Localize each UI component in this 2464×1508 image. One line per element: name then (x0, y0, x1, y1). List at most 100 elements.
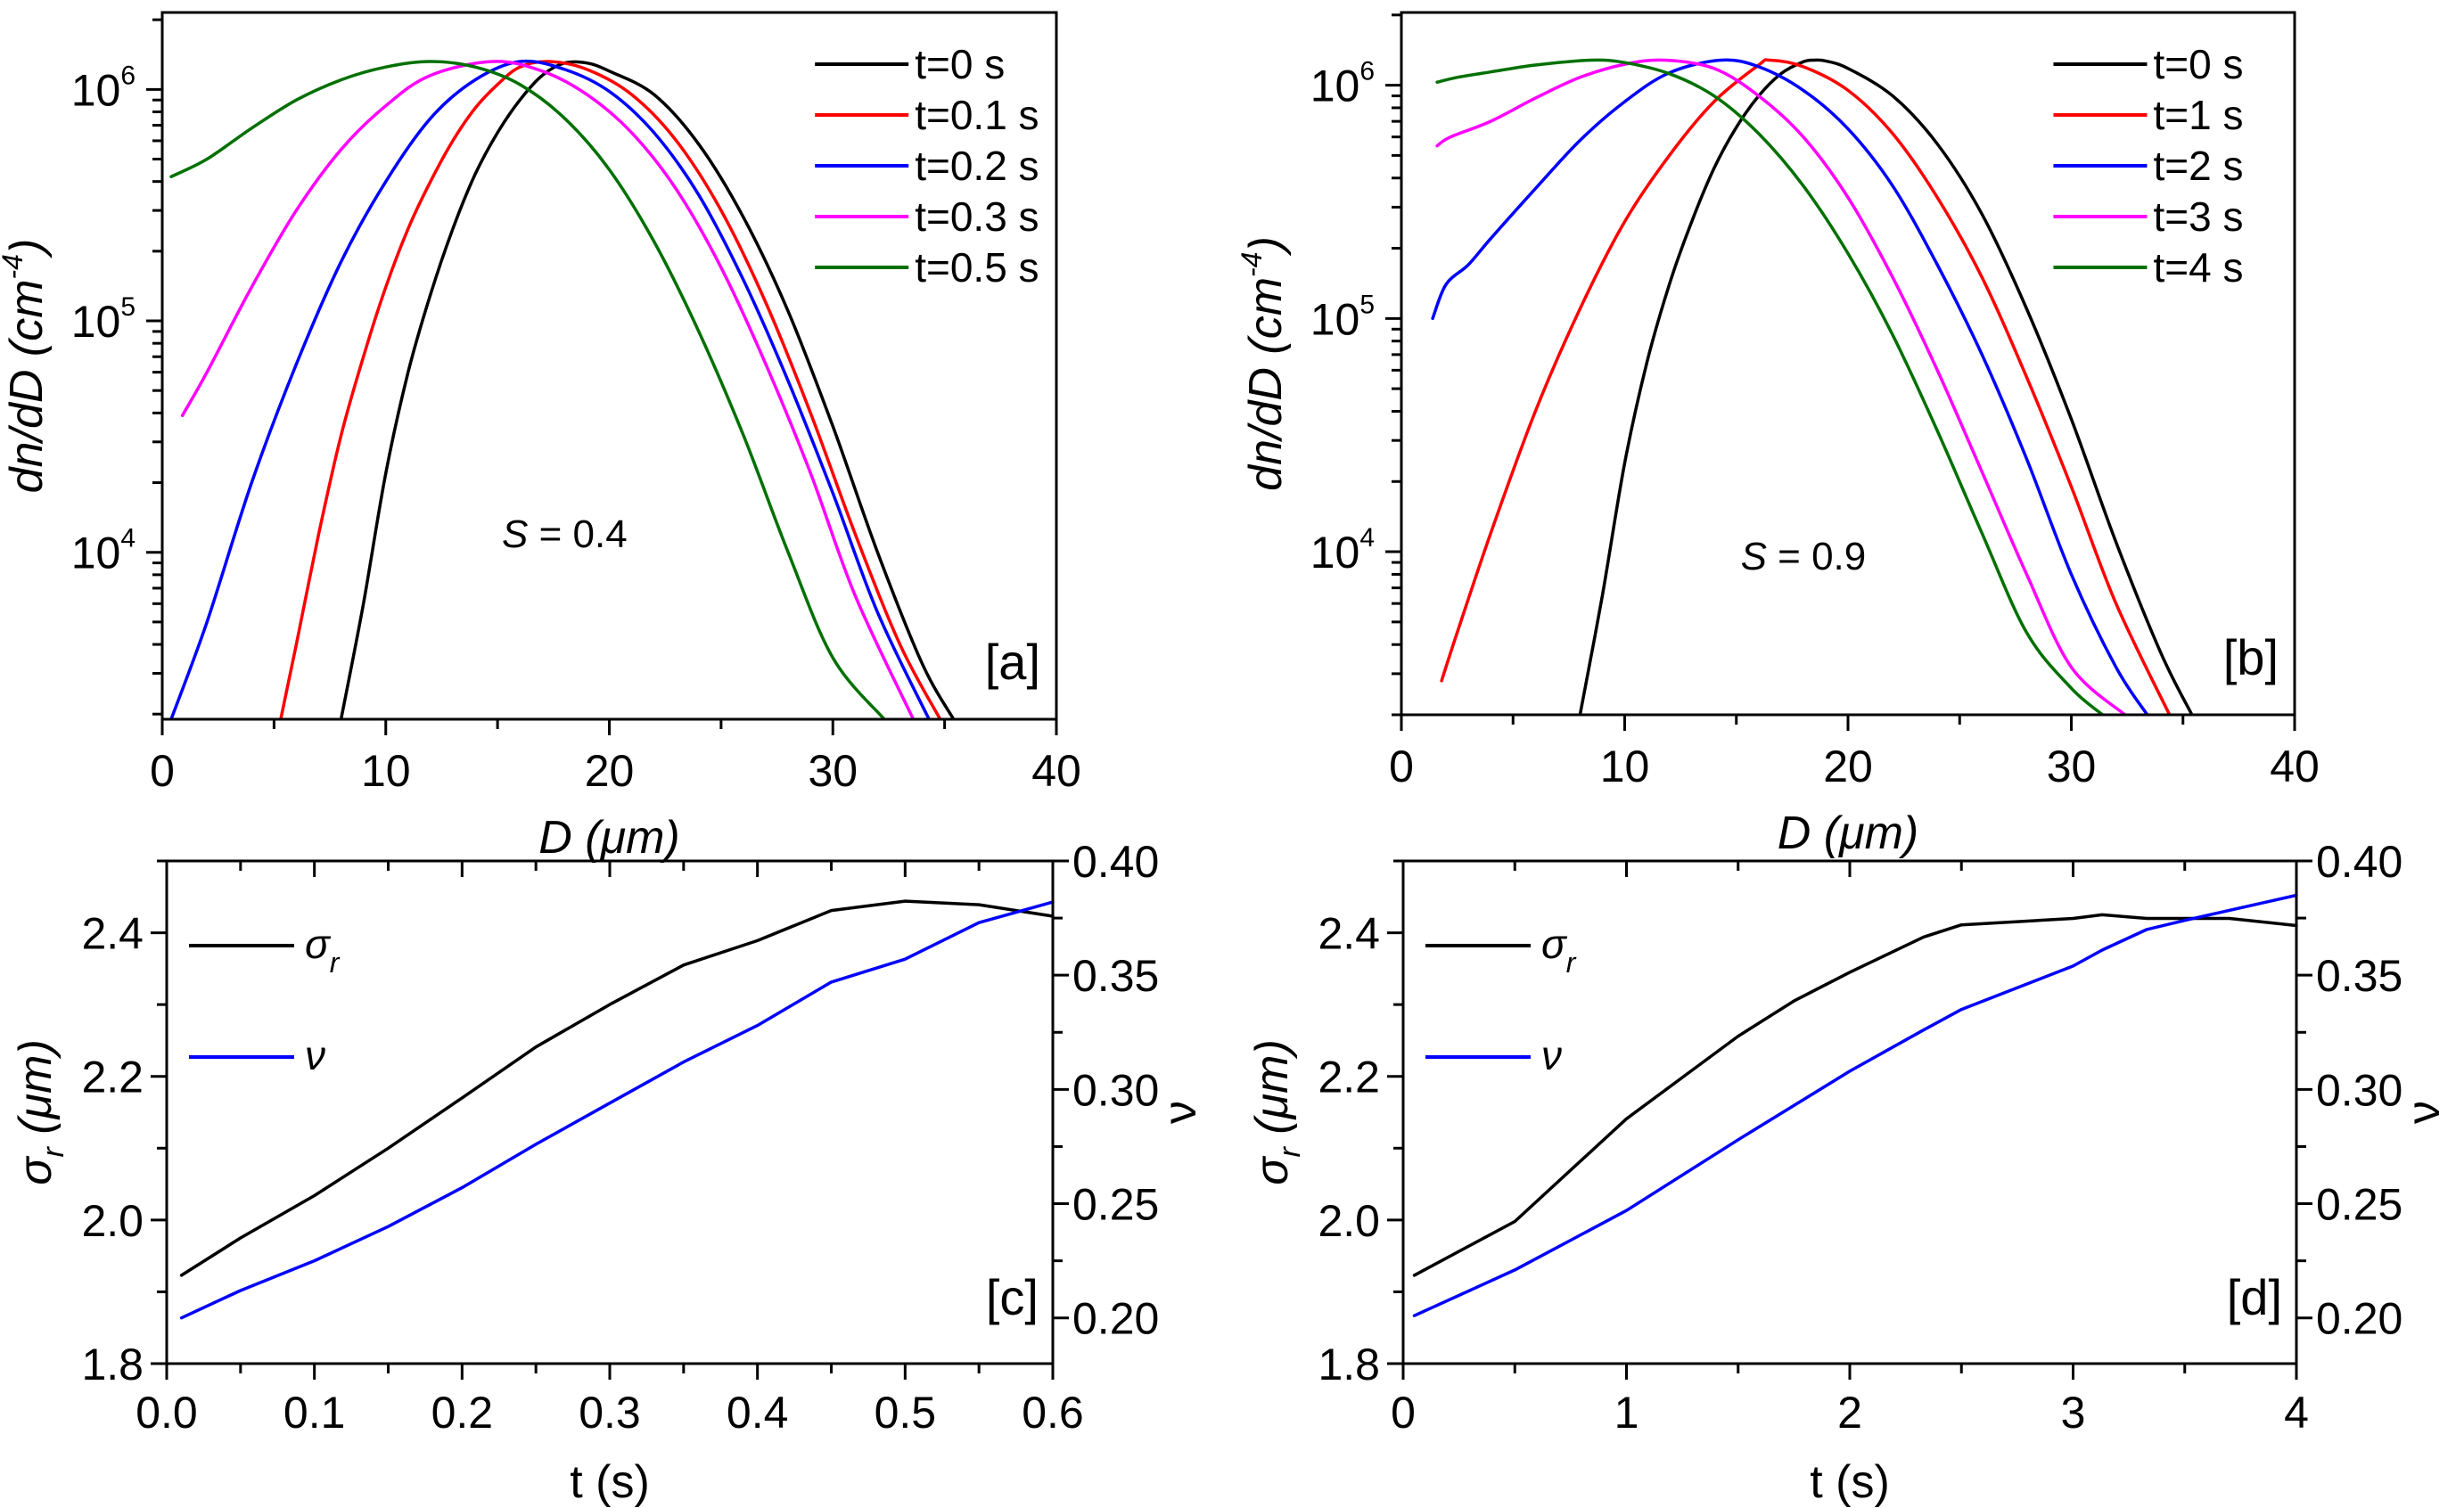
y-left-axis-title: σr (μm) (1246, 1039, 1307, 1185)
series-line-nu (1412, 893, 2298, 1317)
y-axis-text: dn/dD (cm (1, 279, 53, 493)
annotation-s-value: S = 0.9 (1741, 535, 1867, 578)
annotation-symbol: S (1741, 535, 1767, 578)
legend-label: t=0.3 s (915, 193, 1039, 240)
annotation-text: = 0.9 (1767, 535, 1866, 578)
series-line-t-0-5-s (169, 60, 886, 719)
y-tick-base: 10 (71, 65, 121, 115)
series-line-sigma-r (1412, 913, 2298, 1277)
y-tick-exponent: 6 (1359, 57, 1375, 86)
y-tick-label: 104 (71, 524, 136, 578)
y-left-axis-subscript: r (1273, 1145, 1307, 1157)
legend: t=0 s t=1 s t=2 st=3 st=4 s (2053, 41, 2243, 291)
y-right-tick-label: 0.40 (2316, 837, 2402, 887)
legend-label: t=4 s (2153, 244, 2243, 291)
x-axis-title: t (s) (570, 1456, 650, 1508)
x-axis-unit: (μm) (1811, 807, 1918, 859)
y-left-tick-label: 1.8 (1318, 1340, 1380, 1389)
y-right-tick-label: 0.25 (2316, 1180, 2402, 1230)
x-axis-title: D (μm) (538, 812, 679, 864)
panel-d: 0 1 2 3 4 1.8 2.0 2.2 2.4 0.20 0.25 0.30 0.35 0.40 t (… (1246, 837, 2450, 1508)
y-left-tick-label: 2.4 (81, 909, 144, 959)
y-tick-label: 106 (71, 61, 136, 115)
y-left-axis-title: σr (μm) (10, 1039, 70, 1185)
y-left-tick-label: 2.0 (81, 1196, 144, 1246)
y-left-tick-label: 2.2 (81, 1053, 144, 1102)
x-tick-label: 3 (2061, 1388, 2086, 1438)
y-tick-exponent: 5 (120, 292, 136, 322)
y-tick-label: 104 (1310, 523, 1375, 578)
y-axis-title: dn/dD (cm-4) (0, 239, 53, 494)
x-tick-label: 30 (2047, 742, 2097, 791)
series-line-nu (179, 900, 1055, 1320)
series-line-sigma-r (179, 899, 1055, 1277)
y-right-tick-label: 0.25 (1072, 1180, 1159, 1230)
legend-symbol: σ (1541, 921, 1568, 967)
x-tick-label: 0 (1391, 1388, 1416, 1438)
y-right-tick-label: 0.20 (1072, 1294, 1159, 1344)
y-tick-label: 105 (1310, 290, 1375, 344)
y-tick-exponent: 5 (1359, 290, 1375, 319)
x-tick-label: 20 (1823, 742, 1873, 791)
y-tick-exponent: 4 (1359, 523, 1375, 553)
plot-frame (165, 859, 1055, 1365)
y-tick-base: 10 (1310, 294, 1360, 344)
legend-label: ν (1541, 1032, 1562, 1078)
y-right-tick-label: 0.30 (1072, 1065, 1159, 1115)
y-left-axis-symbol: σ (1246, 1156, 1298, 1185)
y-tick-base: 10 (71, 529, 121, 578)
series-group (169, 59, 956, 719)
series-line-t-0-3-s (180, 60, 916, 719)
y-tick-base: 10 (71, 297, 121, 347)
y-left-axis-unit: (μm) (10, 1039, 62, 1147)
panel-label: [a] (985, 634, 1040, 690)
x-axis-unit: (μm) (572, 812, 680, 864)
legend-symbol: ν (1541, 1032, 1562, 1078)
series-line-t-0-2-s (169, 59, 931, 719)
panel-label: [c] (986, 1269, 1039, 1325)
y-left-tick-label: 2.4 (1318, 909, 1380, 959)
legend-symbol: σ (305, 921, 332, 967)
x-tick-label: 0.1 (283, 1388, 346, 1438)
y-axis-superscript: -4 (0, 254, 29, 279)
y-axis-title: dn/dD (cm-4) (1236, 236, 1292, 491)
y-left-axis-subscript: r (37, 1145, 70, 1157)
y-axis-close: ) (1240, 236, 1292, 257)
legend-symbol: ν (305, 1032, 325, 1078)
x-axis-variable: D (538, 812, 572, 864)
x-axis-title: t (s) (1810, 1456, 1890, 1508)
legend-label: t=3 s (2153, 193, 2243, 240)
legend-subscript: r (330, 947, 341, 979)
legend-label: t=0.1 s (915, 92, 1039, 138)
legend-label: t=0.2 s (915, 143, 1039, 189)
y-right-tick-label: 0.20 (2316, 1294, 2402, 1344)
panel-label: [b] (2223, 629, 2279, 685)
legend-label: ν (305, 1032, 325, 1078)
x-tick-label: 10 (1600, 742, 1650, 791)
legend-label: t=0 s (915, 41, 1005, 87)
x-tick-label: 0.4 (727, 1388, 789, 1438)
y-axis-close: ) (1, 239, 53, 259)
legend-label: t=2 s (2153, 143, 2243, 189)
y-right-axis-title: ν (2398, 1101, 2450, 1124)
legend-label: t=0.5 s (915, 244, 1039, 291)
plot-frame (1401, 859, 2298, 1365)
legend-label: t=0 s (2153, 41, 2243, 87)
x-tick-label: 4 (2284, 1388, 2309, 1438)
y-right-tick-label: 0.35 (2316, 951, 2402, 1001)
y-right-tick-label: 0.30 (2316, 1065, 2402, 1115)
y-tick-label: 105 (71, 292, 136, 347)
y-tick-exponent: 6 (120, 61, 136, 90)
annotation-symbol: S (502, 512, 528, 556)
x-tick-label: 0 (150, 746, 175, 796)
x-tick-label: 0.6 (1022, 1388, 1084, 1438)
y-left-tick-label: 2.2 (1318, 1053, 1380, 1102)
y-axis-text: dn/dD (cm (1240, 277, 1292, 491)
y-left-axis-symbol: σ (10, 1156, 62, 1185)
x-tick-label: 30 (808, 746, 858, 796)
y-right-axis-title: ν (1154, 1101, 1206, 1124)
x-axis-variable: D (1778, 807, 1811, 859)
